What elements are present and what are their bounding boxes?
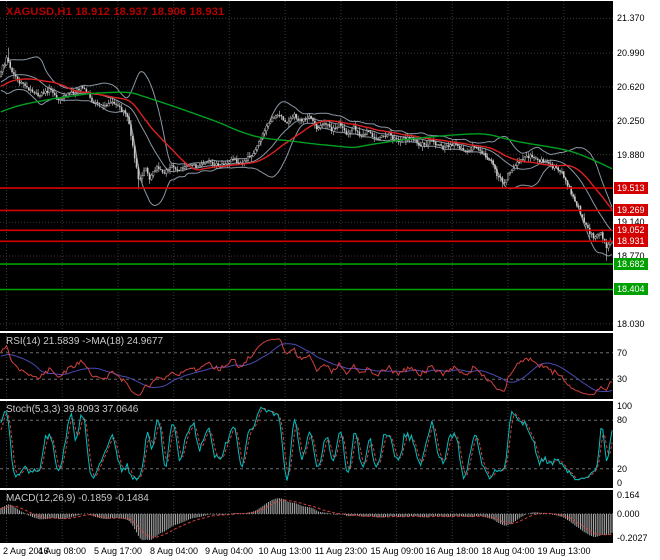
price-axis-label: 18.770 xyxy=(617,251,645,262)
price-axis-label: 20.620 xyxy=(617,81,645,92)
price-level-badge: 19.269 xyxy=(614,204,648,217)
price-level-badge: 19.513 xyxy=(614,182,648,195)
bollinger-upper-band xyxy=(0,56,613,208)
macd-axis-label: 0.164 xyxy=(617,490,640,500)
price-axis-label: 21.370 xyxy=(617,13,645,24)
vertical-gridlines xyxy=(6,1,565,331)
stoch-axis-label: 0 xyxy=(617,478,623,488)
stochastic-axis[interactable]: 100 80 20 0 xyxy=(613,401,660,488)
chart-ohlc-title: XAGUSD,H1 18.912 18.937 18.906 18.931 xyxy=(6,6,225,18)
rsi-plot[interactable] xyxy=(0,333,613,399)
date-axis-label: 15 Aug 09:00 xyxy=(370,546,424,556)
price-axis-label: 20.250 xyxy=(617,115,645,126)
rsi-axis-label: 70 xyxy=(617,347,628,358)
date-axis-label: 5 Aug 17:00 xyxy=(93,546,143,556)
price-axis[interactable]: 21.370 20.990 20.620 20.250 19.880 19.140 18.7… xyxy=(613,1,660,331)
rsi-ma-line xyxy=(0,343,613,393)
macd-signal-line xyxy=(0,499,613,538)
time-axis[interactable]: 2 Aug 2016 4 Aug 08:00 5 Aug 17:00 8 Aug 04… xyxy=(0,543,660,560)
macd-histogram xyxy=(0,498,613,541)
macd-axis[interactable]: 0.164 0.000 -0.2027 xyxy=(613,490,660,543)
main-price-plot[interactable] xyxy=(0,1,613,331)
rsi-line xyxy=(0,338,613,396)
rsi-axis[interactable]: 70 30 xyxy=(613,333,660,399)
price-level-badge: 18.404 xyxy=(614,283,648,296)
stochastic-plot[interactable] xyxy=(0,401,613,488)
price-level-badge: 18.931 xyxy=(614,235,648,248)
price-axis-label: 20.990 xyxy=(617,48,645,59)
horizontal-gridlines xyxy=(0,17,613,325)
stoch-main-line xyxy=(0,406,613,481)
ma-fast-line xyxy=(0,78,613,210)
price-axis-label: 19.140 xyxy=(617,217,645,228)
candle-bodies-up xyxy=(0,57,613,249)
price-axis-label: 18.030 xyxy=(617,318,645,329)
price-level-badge: 18.682 xyxy=(614,258,648,271)
main-chart-panel[interactable]: XAGUSD,H1 18.912 18.937 18.906 18.931 xyxy=(0,1,613,331)
date-axis-label: 9 Aug 04:00 xyxy=(204,546,254,556)
stoch-axis-label: 80 xyxy=(617,415,628,426)
rsi-label: RSI(14) 21.5839 ->MA(18) 24.9677 xyxy=(6,336,164,347)
candle-bodies-down xyxy=(7,57,608,249)
price-level-badge: 19.052 xyxy=(614,224,648,237)
date-axis-label: 19 Aug 13:00 xyxy=(537,546,591,556)
stochastic-label: Stoch(5,3,3) 39.8093 37.0646 xyxy=(6,404,139,415)
macd-panel[interactable]: MACD(12,26,9) -0.1859 -0.1484 xyxy=(0,490,613,543)
macd-label: MACD(12,26,9) -0.1859 -0.1484 xyxy=(6,493,149,504)
rsi-axis-label: 30 xyxy=(617,374,628,385)
ma-slow-line xyxy=(0,91,613,170)
rsi-panel[interactable]: RSI(14) 21.5839 ->MA(18) 24.9677 xyxy=(0,333,613,399)
date-axis-label: 2 Aug 2016 xyxy=(3,546,49,556)
macd-axis-label: 0.000 xyxy=(617,508,640,519)
date-axis-label: 16 Aug 18:00 xyxy=(425,546,479,556)
macd-axis-label: -0.2027 xyxy=(617,533,648,543)
date-axis-label: 4 Aug 08:00 xyxy=(37,546,87,556)
date-axis-label: 10 Aug 13:00 xyxy=(258,546,312,556)
stoch-axis-label: 100 xyxy=(617,401,633,411)
date-axis-label: 8 Aug 04:00 xyxy=(149,546,199,556)
stoch-signal-line xyxy=(0,407,613,481)
stochastic-panel[interactable]: Stoch(5,3,3) 39.8093 37.0646 xyxy=(0,401,613,488)
date-axis-label: 11 Aug 23:00 xyxy=(314,546,368,556)
date-axis-label: 18 Aug 04:00 xyxy=(481,546,535,556)
macd-plot[interactable] xyxy=(0,490,613,543)
price-axis-label: 19.880 xyxy=(617,149,645,160)
stoch-axis-label: 20 xyxy=(617,463,628,474)
